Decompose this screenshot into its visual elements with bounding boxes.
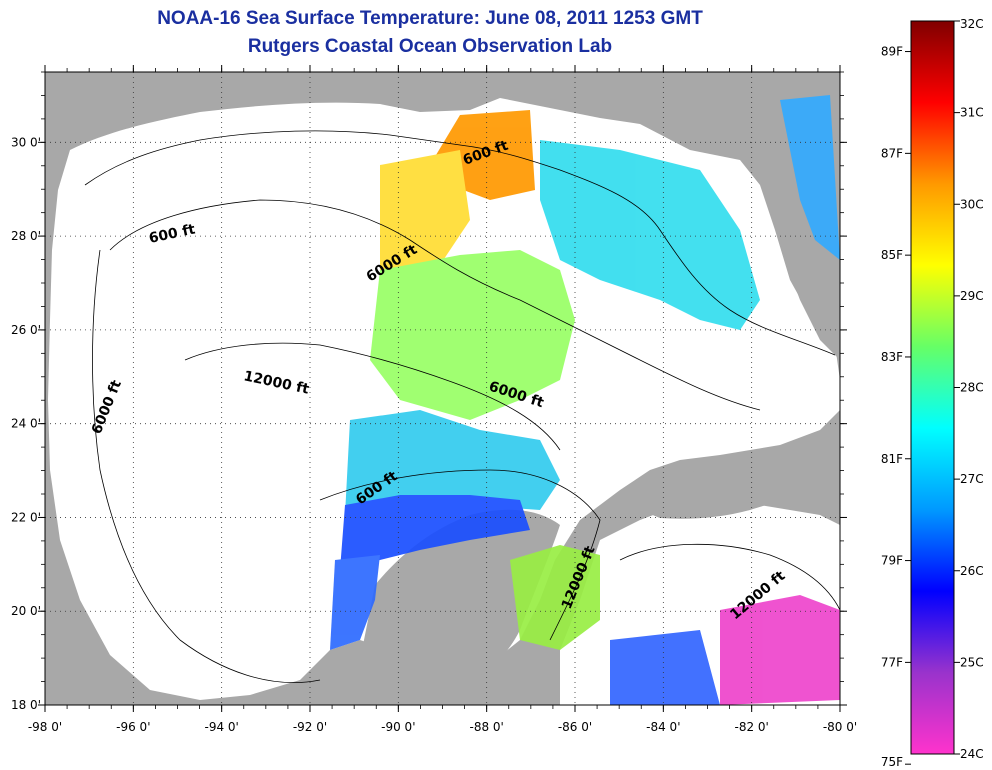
sst-patches (330, 95, 840, 705)
colorbar-f-label: 75F (881, 755, 903, 769)
lon-tick-label: -94 0' (204, 720, 238, 734)
lat-lon-grid (45, 72, 840, 705)
contour-600ft (84, 130, 836, 356)
colorbar-f-label: 87F (881, 146, 903, 160)
colorbar-c-label: 26C (960, 564, 984, 578)
colorbar-f-label: 89F (881, 45, 903, 59)
lon-tick-label: -86 0' (558, 720, 592, 734)
contour-12000ft (184, 342, 561, 451)
lon-tick-label: -80 0' (823, 720, 857, 734)
colorbar-c-label: 32C (960, 17, 984, 31)
contour-yucatan (319, 469, 601, 641)
lat-tick-label: 22 0' (11, 510, 41, 524)
colorbar-c-label: 29C (960, 289, 984, 303)
sst-blue-band (340, 495, 530, 570)
colorbar-celsius-labels: 32C 31C 30C 29C 28C 27C 26C 25C 24C (954, 17, 984, 761)
colorbar-c-label: 30C (960, 197, 984, 211)
lon-tick-label: -98 0' (28, 720, 62, 734)
lat-tick-label: 18 0' (11, 698, 41, 712)
lon-tick-label: -90 0' (381, 720, 415, 734)
contour-6000ft (109, 199, 761, 411)
lat-tick-label: 26 0' (11, 323, 41, 337)
colorbar-c-label: 31C (960, 106, 984, 120)
lon-tick-label: -84 0' (646, 720, 680, 734)
colorbar-f-label: 79F (881, 554, 903, 568)
lat-tick-label: 30 0' (11, 135, 41, 149)
lon-tick-label: -92 0' (293, 720, 327, 734)
colorbar-c-label: 25C (960, 655, 984, 669)
sst-blue-caribbean (610, 630, 720, 705)
lat-tick-label: 24 0' (11, 417, 41, 431)
contour-caribbean (619, 543, 840, 611)
sst-cyan-florida (780, 95, 840, 260)
colorbar-f-label: 77F (881, 655, 903, 669)
colorbar-f-label: 85F (881, 248, 903, 262)
colorbar-c-label: 24C (960, 747, 984, 761)
cuba-land (640, 458, 840, 519)
map-subtitle: Rutgers Coastal Ocean Observation Lab (247, 36, 613, 57)
map-body (45, 72, 840, 705)
lon-tick-label: -82 0' (734, 720, 768, 734)
longitude-axis: -98 0' -96 0' -94 0' -92 0' -90 0' -88 0' -86 … (28, 65, 857, 734)
colorbar-fahrenheit-labels: 89F 87F 85F 83F 81F 79F 77F 75F (881, 45, 911, 769)
sst-green-yucatan (510, 545, 600, 650)
colorbar-c-label: 27C (960, 472, 984, 486)
sst-cyan-south (345, 410, 560, 515)
contour-west (92, 249, 321, 683)
latitude-axis: 30 0' 28 0' 26 0' 24 0' 22 0' 20 0' 18 0' (11, 71, 847, 712)
sst-yellow-area (380, 150, 470, 270)
sst-green-area (370, 250, 575, 420)
lat-tick-label: 20 0' (11, 604, 41, 618)
colorbar-f-label: 81F (881, 452, 903, 466)
lon-tick-label: -96 0' (116, 720, 150, 734)
sst-magenta-caribbean (720, 595, 840, 705)
colorbar-f-label: 83F (881, 350, 903, 364)
colorbar-c-label: 28C (960, 381, 984, 395)
map-title: NOAA-16 Sea Surface Temperature: June 08… (157, 8, 703, 29)
lon-tick-label: -88 0' (469, 720, 503, 734)
sst-cyan-area (540, 140, 760, 330)
sst-blue-west (330, 555, 380, 650)
lat-tick-label: 28 0' (11, 229, 41, 243)
colorbar (910, 20, 955, 755)
yucatan-land (360, 509, 560, 700)
depth-contours (84, 130, 840, 683)
